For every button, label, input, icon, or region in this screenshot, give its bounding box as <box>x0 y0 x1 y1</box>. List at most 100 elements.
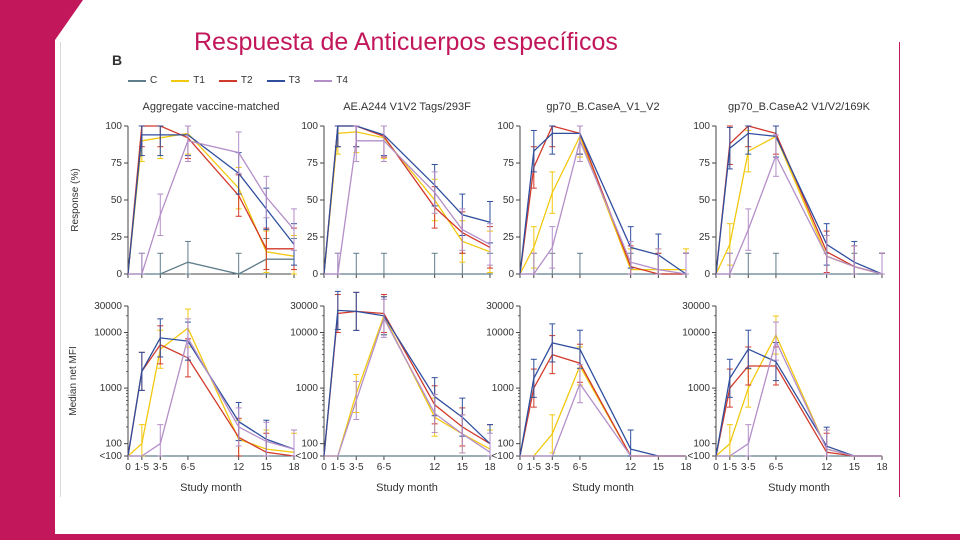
chart7-y-tick-label-1: 100 <box>497 439 514 450</box>
chart3-series-t4-line <box>520 138 687 275</box>
chart4-y-tick-label-4: 100 <box>693 121 710 132</box>
chart4-series-t4-line <box>716 153 883 275</box>
legend-swatch-t1 <box>171 79 190 82</box>
chart7-x-tick-label-5: 15 <box>653 462 665 473</box>
chart7-y-tick-label-2: 1000 <box>492 383 515 394</box>
chart4-title: gp70_B.CaseA2 V1/V2/169K <box>728 101 871 113</box>
chart5-y-tick-label-0: <100 <box>99 451 122 462</box>
chart5-ylabel: Median net MFI <box>68 346 79 415</box>
chart3-y-tick-label-4: 100 <box>497 121 514 132</box>
chart5-x-tick-label-2: 3·5 <box>153 462 168 473</box>
chart8-x-tick-label-4: 12 <box>821 462 833 473</box>
chart5-x-tick-label-6: 18 <box>288 462 300 473</box>
legend-item-t1: T1 <box>171 75 205 86</box>
chart5-y-tick-label-3: 10000 <box>94 328 122 339</box>
chart6-x-tick-label-4: 12 <box>429 462 441 473</box>
chart3-series-t2-line <box>519 125 686 275</box>
chart5-series-t1-line <box>127 327 295 457</box>
chart6-x-tick-label-0: 0 <box>321 462 327 473</box>
legend-label-t2: T2 <box>240 75 253 86</box>
chart3-y-tick-label-1: 25 <box>503 232 515 243</box>
chart6-x-tick-label-2: 3·5 <box>349 462 364 473</box>
right-divider <box>899 42 900 497</box>
chart5-x-tick-label-5: 15 <box>261 462 273 473</box>
legend-label-c: C <box>150 75 158 86</box>
chart1-series-t4-line <box>128 140 295 275</box>
chart8-series-t1-line <box>715 333 882 457</box>
chart1-y-tick-label-0: 0 <box>116 269 122 280</box>
chart7-y-tick-label-3: 10000 <box>486 328 514 339</box>
legend-item-t4: T4 <box>314 75 348 86</box>
chart1-series-t3-line <box>127 134 295 275</box>
chart8-x-tick-label-6: 18 <box>876 462 888 473</box>
chart6-x-tick-label-1: 1·5 <box>331 462 346 473</box>
chart4-y-tick-label-0: 0 <box>704 269 710 280</box>
chart6-x-tick-label-3: 6·5 <box>377 462 392 473</box>
chart8-y-tick-label-2: 1000 <box>688 383 711 394</box>
chart8-x-tick-label-5: 15 <box>849 462 861 473</box>
legend-item-t3: T3 <box>266 75 301 86</box>
chart6-series-t3-line <box>323 309 491 457</box>
chart8-x-tick-label-2: 3·5 <box>741 462 756 473</box>
chart7-x-tick-label-2: 3·5 <box>545 462 560 473</box>
chart5-y-tick-label-1: 100 <box>105 439 122 450</box>
bottom-accent-bar <box>0 534 960 540</box>
chart6-y-tick-label-0: <100 <box>295 451 318 462</box>
chart2-y-tick-label-4: 100 <box>301 121 318 132</box>
chart8-y-tick-label-0: <100 <box>687 451 710 462</box>
chart6-y-tick-label-1: 100 <box>301 439 318 450</box>
chart7-y-tick-label-0: <100 <box>491 451 514 462</box>
legend-label-t4: T4 <box>336 75 348 86</box>
chart2-y-tick-label-1: 25 <box>307 232 319 243</box>
chart2-title: AE.A244 V1V2 Tags/293F <box>343 101 471 113</box>
chart7-xlabel: Study month <box>572 482 634 494</box>
chart5-y-tick-label-4: 30000 <box>94 301 122 312</box>
chart6-xlabel: Study month <box>376 482 438 494</box>
chart5-x-tick-label-3: 6·5 <box>181 462 196 473</box>
chart6-x-tick-label-6: 18 <box>484 462 496 473</box>
chart2-series-t2-line <box>323 125 491 275</box>
chart7-x-tick-label-4: 12 <box>625 462 637 473</box>
chart7-x-tick-label-0: 0 <box>517 462 523 473</box>
chart3-y-tick-label-2: 50 <box>503 195 515 206</box>
chart3-y-tick-label-3: 75 <box>503 158 515 169</box>
chart7-series-t2-line <box>519 353 686 457</box>
chart4-y-tick-label-2: 50 <box>699 195 711 206</box>
chart5-x-tick-label-0: 0 <box>125 462 131 473</box>
chart2-series-t4-line <box>324 140 491 275</box>
chart7-x-tick-label-1: 1·5 <box>527 462 542 473</box>
chart1-ylabel: Response (%) <box>70 168 81 231</box>
legend-swatch-t2 <box>218 79 237 82</box>
chart8-series-t3-line <box>715 348 882 457</box>
chart8-x-tick-label-0: 0 <box>713 462 719 473</box>
legend-label-t3: T3 <box>288 75 301 86</box>
chart2-series-t1-line <box>323 131 491 275</box>
left-divider <box>60 42 61 497</box>
chart1-series-c-line <box>128 258 294 275</box>
chart3-y-tick-label-0: 0 <box>508 269 514 280</box>
slide-title: Respuesta de Anticuerpos específicos <box>194 28 618 56</box>
chart6-x-tick-label-5: 15 <box>457 462 469 473</box>
chart8-x-tick-label-1: 1·5 <box>723 462 738 473</box>
chart8-y-tick-label-3: 10000 <box>682 328 710 339</box>
left-accent-bar <box>0 0 55 540</box>
chart6-series-t1-line <box>324 314 491 457</box>
chart1-y-tick-label-2: 50 <box>111 195 123 206</box>
chart3-title: gp70_B.CaseA_V1_V2 <box>546 101 659 113</box>
legend-swatch-t4 <box>314 79 333 82</box>
chart2-y-tick-label-2: 50 <box>307 195 319 206</box>
chart7-y-tick-label-4: 30000 <box>486 301 514 312</box>
chart5-x-tick-label-4: 12 <box>233 462 245 473</box>
panel-letter: B <box>112 52 123 68</box>
left-accent-notch <box>55 0 83 40</box>
chart6-y-tick-label-3: 10000 <box>290 328 318 339</box>
legend-item-t2: T2 <box>218 75 253 86</box>
chart1-title: Aggregate vaccine-matched <box>143 101 280 113</box>
legend-label-t1: T1 <box>193 75 205 86</box>
chart1-y-tick-label-4: 100 <box>105 121 122 132</box>
chart8-series-t4-line <box>716 339 882 457</box>
chart6-series-t2-line <box>323 310 491 457</box>
chart1-series-t1-line <box>127 132 295 275</box>
chart7-x-tick-label-6: 18 <box>680 462 692 473</box>
chart8-xlabel: Study month <box>768 482 830 494</box>
